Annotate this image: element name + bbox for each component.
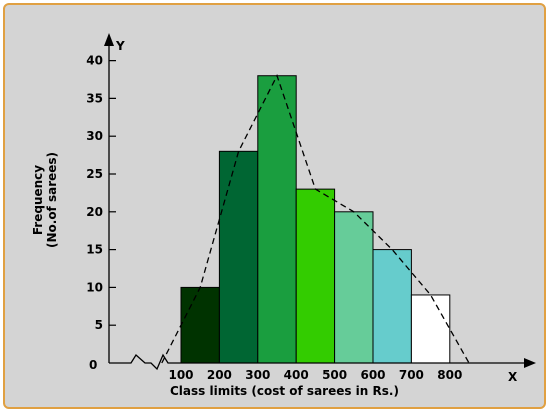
histogram-bar-4	[295, 188, 336, 364]
histogram-bar-5	[334, 211, 374, 364]
origin-label: 0	[89, 358, 97, 372]
x-tick-label: 300	[245, 368, 270, 382]
y-tick-label: 20	[86, 205, 103, 219]
x-tick-label: 100	[168, 368, 193, 382]
x-tick-label: 700	[399, 368, 424, 382]
histogram-bar-7	[410, 294, 451, 364]
x-tick-label: 200	[207, 368, 232, 382]
frequency-polygon-line	[161, 74, 470, 364]
histogram-bar-1	[180, 286, 220, 364]
x-tick-label: 400	[284, 368, 309, 382]
y-tick-label: 25	[86, 167, 103, 181]
y-axis-title-line1: Frequency	[31, 165, 45, 235]
x-axis-line	[109, 353, 525, 371]
x-axis-letter: X	[508, 370, 518, 384]
x-axis-title: Class limits (cost of sarees in Rs.)	[170, 384, 399, 398]
histogram-bar-6	[372, 249, 412, 364]
x-tick-label: 500	[322, 368, 347, 382]
y-axis-letter: Y	[115, 39, 125, 53]
y-tick-label: 5	[95, 318, 103, 332]
y-tick-label: 10	[86, 280, 103, 294]
y-tick-label: 15	[86, 243, 103, 257]
histogram-bar-2	[218, 150, 259, 364]
y-tick-label: 30	[86, 129, 103, 143]
y-axis-arrow	[104, 33, 114, 46]
y-tick-label: 40	[86, 54, 103, 68]
y-tick-label: 35	[86, 91, 103, 105]
chart-frame: 5 10 15 20 25 30 35 40 100 200 300 400 500 600 700 800 …	[3, 3, 546, 409]
y-axis-title-line2: (No.of sarees)	[45, 152, 59, 248]
x-tick-label: 800	[437, 368, 462, 382]
histogram-bar-3	[257, 75, 297, 364]
x-axis-arrow	[524, 358, 536, 368]
x-tick-label: 600	[360, 368, 385, 382]
